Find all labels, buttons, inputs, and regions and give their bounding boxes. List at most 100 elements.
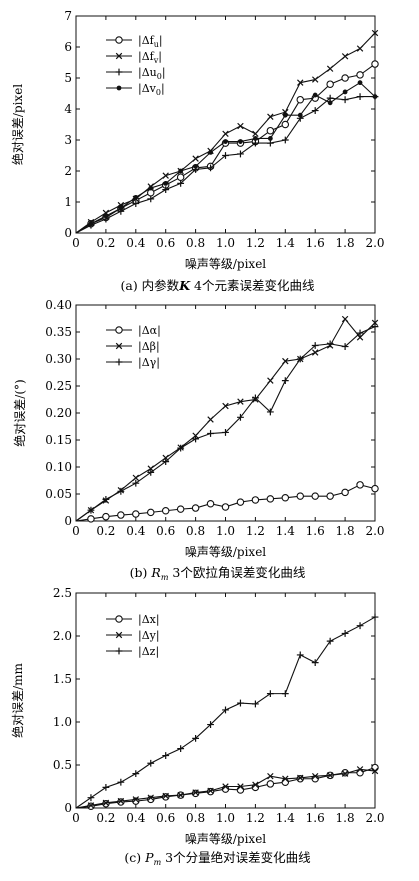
chart-a-series-fu-point [371,60,379,68]
chart-a-legend-fv: |Δfv| [106,50,162,65]
chart-b-series-series-point [251,496,260,504]
chart-a-series-u0-point [222,152,229,159]
chart-a-series-v0-point [372,94,378,99]
chart-a-legend-u0-label: |Δu0| [138,66,166,81]
chart-b-x-tick-label: 1.4 [276,524,295,538]
chart-b-series-series-point [117,487,125,495]
chart-a-x-tick-label: 1.6 [306,236,325,250]
chart-b-series-series-point [311,342,319,349]
chart-a-series-u0-point [132,200,140,207]
chart-a-x-tick-label: 0.6 [156,236,175,250]
chart-c-series-z-point [207,721,214,728]
chart-a-legend-fu-label: |Δfu| [138,34,163,49]
chart-b-series-series-point [117,511,125,519]
chart-b-series-series-point [266,408,274,416]
chart-b-series-series-point [207,416,214,423]
chart-a-plot-frame [75,15,376,234]
chart-c-series-x-point [161,793,170,801]
chart-a-x-tick-label: 1.8 [336,236,355,250]
chart-a-series-v0-point [312,92,318,98]
chart-c-y-tick-label: 2.0 [53,629,72,643]
chart-c-series-y [75,766,379,809]
chart-b-caption: (b) Rm 3个欧拉角误差变化曲线 [130,565,306,582]
chart-a-legend-fu-marker [115,36,123,44]
chart-c-series-y-point [311,772,319,780]
chart-b-y-axis-label: 绝对误差/(°) [12,379,27,446]
chart-b-series-series-point [87,506,95,514]
chart-b-y-tick-label: 0.35 [45,325,72,339]
chart-c-x-tick-label: 1.2 [246,811,265,825]
chart-b-legend-series-label: |Δα| [138,324,161,338]
chart-a-x-tick-label: 0.4 [126,236,145,250]
chart-a-x-tick-label: 0.8 [186,236,205,250]
chart-b-y-tick-label: 0.30 [45,352,72,366]
chart-c-x-tick-label: 0.8 [186,811,205,825]
chart-b-legend-series: |Δγ| [106,356,160,370]
chart-b-series-series-point [296,355,304,363]
chart-b-y-tick-label: 0.10 [45,460,72,474]
chart-b-x-tick-label: 1.8 [336,524,355,538]
chart-b-legend-series-marker [115,326,123,334]
chart-a-x-tick-label: 0 [72,236,80,250]
chart-c-series-y-point [341,770,349,777]
chart-a-series-v0-point [297,112,303,118]
chart-b-legend: |Δα| |Δβ| |Δγ| [106,324,161,370]
chart-b-series-series-point [237,413,244,421]
chart-a-series-v0-point [193,163,199,169]
chart-a-series-fv [75,29,379,234]
chart-b-series-series-point [162,458,170,465]
chart-b-x-tick-label: 1.6 [306,524,325,538]
chart-c-series-y-point [356,766,364,773]
chart-a-legend-v0-marker [116,85,122,91]
chart-a-series-fv-point [326,65,334,72]
chart-a-y-tick-label: 0 [64,226,72,240]
chart-a-series-fu-point [176,173,185,181]
chart-b-x-tick-label: 0.4 [126,524,145,538]
chart-c-legend-y: |Δy| [106,629,160,643]
chart-b-x-tick-label: 2.0 [365,524,384,538]
chart-a-caption: (a) 内参数K 4个元素误差变化曲线 [121,278,315,293]
chart-c-series-y-point [132,796,140,803]
chart-a-y-axis-label: 绝对误差/pixel [10,84,25,165]
chart-c-series-z-point [266,690,274,698]
chart-b-series-series-point [341,488,349,497]
chart-a-legend-fv-label: |Δfv| [138,50,162,65]
chart-a-x-tick-label: 1.4 [276,236,295,250]
chart-a-y-tick-label: 5 [64,71,72,85]
chart-c-x-tick-label: 1.0 [216,811,235,825]
chart-b-series-series-point [177,444,185,452]
chart-a-series-u0-point [341,96,349,104]
chart-c-x-tick-label: 0.4 [126,811,145,825]
chart-a-series-fv-point [252,130,259,138]
chart-b-series-series-point [281,377,289,384]
chart-b-series-series-point [132,479,140,487]
chart-a-legend-fv-marker [115,52,123,60]
chart-a-series-u0-point [311,107,319,114]
chart-a-series-fu-point [341,74,349,82]
chart-a-series-v0 [75,80,378,234]
chart-a-y-tick-label: 3 [64,133,72,147]
chart-c-y-tick-label: 1.5 [53,672,72,686]
chart-b-series-series-point [341,343,349,350]
chart-b-series-series-point [102,496,110,503]
chart-c-series-y-point [177,791,184,799]
chart-c-legend-x-label: |Δx| [138,613,160,627]
chart-c-series-z-point [237,699,244,707]
chart-b-series-series-point [356,329,364,337]
chart-c-x-tick-label: 0 [72,811,80,825]
chart-c-series-y-point [371,767,379,775]
chart-b-legend-series: |Δβ| [106,340,160,354]
chart-c-x-tick-label: 0.2 [96,811,115,825]
chart-b-series-series-point [236,498,245,506]
chart-c-legend-z: |Δz| [106,645,159,659]
chart-a-series-v0-point [267,136,273,141]
chart-b: 0 0.2 0.4 0.6 0.8 1.0 1.2 1.4 1.6 1.8 2.0 0 0.05 0.10… [12,298,385,582]
chart-a: 0 0.2 0.4 0.6 0.8 1.0 1.2 1.4 1.6 1.8 2.001234567 … [10,9,385,293]
chart-b-series-series-point [102,512,110,521]
chart-a-x-tick-label: 1.2 [246,236,265,250]
chart-a-series-fu-point [356,71,364,79]
chart-b-series-series-point [266,495,275,503]
chart-b-series-series-point [267,377,274,384]
chart-a-series-v0-point [253,136,258,141]
